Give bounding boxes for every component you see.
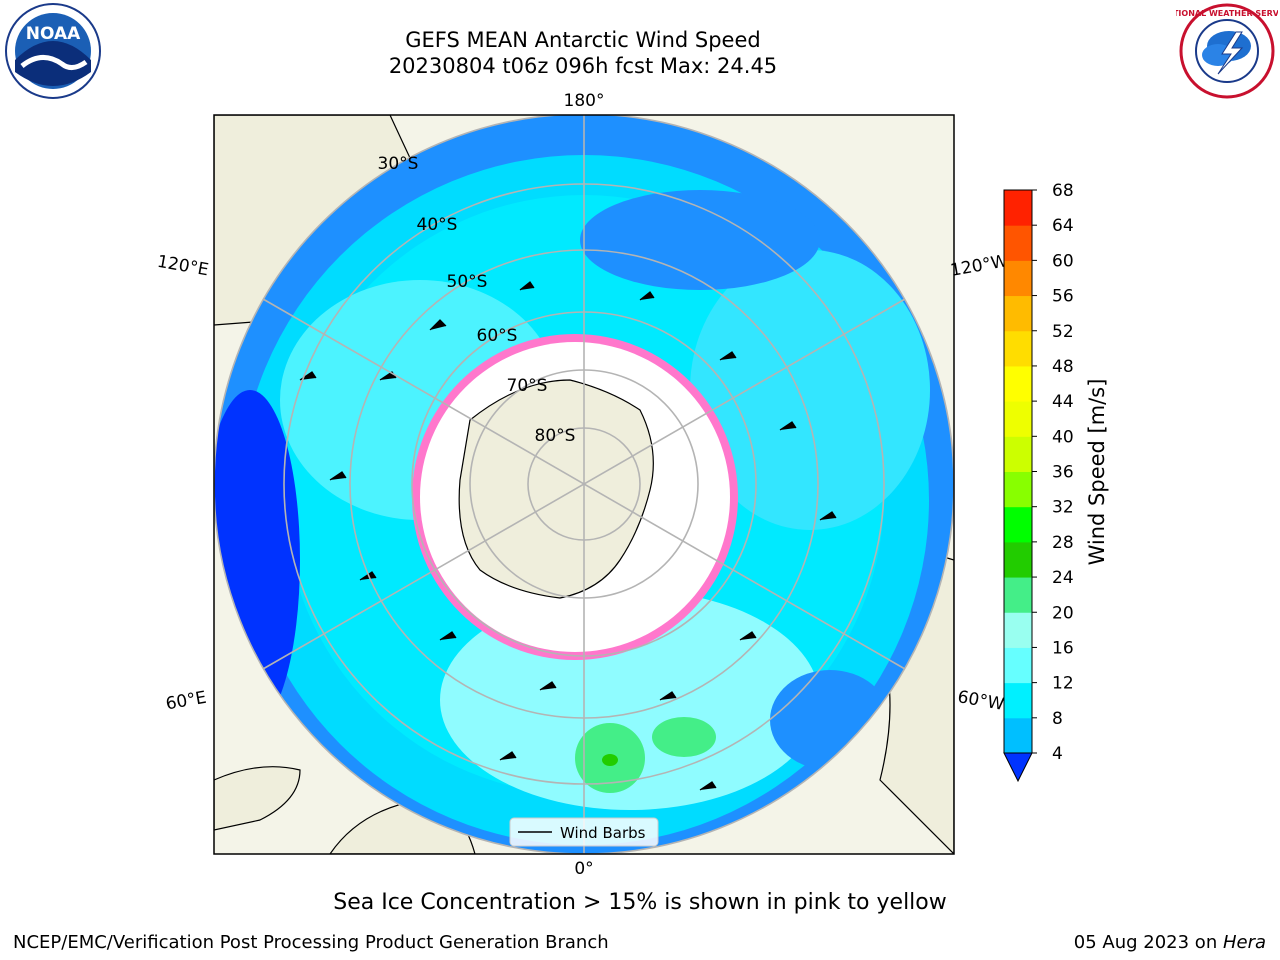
colorbar-tick-label: 44 [1052, 392, 1074, 412]
lon-label-0: 0° [574, 859, 593, 879]
plot-subtitle: 20230804 t06z 096h fcst Max: 24.45 [388, 54, 778, 78]
colorbar-tick-label: 20 [1052, 603, 1074, 623]
colorbar-tick-label: 8 [1052, 709, 1063, 729]
map-border [213, 114, 955, 855]
wind-speed-field [214, 115, 954, 854]
graticule [214, 115, 954, 854]
colorbar-segment [1004, 612, 1032, 648]
footer-host: Hera [1222, 932, 1266, 953]
lon-label-60e: 60°E [164, 688, 208, 715]
colorbar-tick-label: 24 [1052, 568, 1074, 588]
colorbar-segment [1004, 330, 1032, 367]
noaa-logo-text: NOAA [26, 24, 81, 44]
colorbar-tick-label: 16 [1052, 638, 1074, 658]
nws-logo: NATIONAL WEATHER SERVICE [1176, 3, 1278, 99]
colorbar-tick-label: 12 [1052, 674, 1074, 694]
colorbar-segment [1004, 401, 1032, 437]
map-legend: Wind Barbs [509, 817, 659, 847]
footer-credit: NCEP/EMC/Verification Post Processing Pr… [13, 932, 609, 953]
lat-label-60s: 60°S [477, 326, 518, 346]
colorbar-segment [1004, 717, 1032, 754]
lat-label-80s: 80°S [535, 426, 576, 446]
colorbar-segment [1004, 471, 1032, 508]
footer-date-text: 05 Aug 2023 on [1073, 932, 1223, 953]
colorbar-label: Wind Speed [m/s] [1085, 379, 1109, 566]
colorbar-tick-label: 52 [1052, 322, 1074, 342]
colorbar-tick-label: 64 [1052, 216, 1074, 236]
sea-ice-note: Sea Ice Concentration > 15% is shown in … [333, 890, 947, 915]
colorbar-tick-label: 48 [1052, 357, 1074, 377]
colorbar-tick-label: 28 [1052, 533, 1074, 553]
colorbar-tick-label: 60 [1052, 251, 1074, 271]
colorbar-segment [1004, 436, 1032, 472]
colorbar-tick-label: 68 [1052, 181, 1074, 201]
colorbar-segment [1004, 506, 1032, 543]
madagascar-landmass [214, 766, 301, 831]
meridian-60e-120w [262, 298, 906, 670]
colorbar-segment [1004, 541, 1032, 578]
colorbar-tick-label: 36 [1052, 463, 1074, 483]
lon-label-180: 180° [564, 91, 605, 111]
legend-label: Wind Barbs [560, 824, 646, 842]
colorbar-segment [1004, 647, 1032, 684]
colorbar-tick-label: 56 [1052, 287, 1074, 307]
antarctica-landmass [458, 379, 654, 599]
lon-label-120w: 120°W [949, 251, 1010, 281]
plot-title: GEFS MEAN Antarctic Wind Speed [405, 28, 761, 52]
nws-logo-text: NATIONAL WEATHER SERVICE [1176, 9, 1278, 18]
colorbar-segment [1004, 682, 1032, 719]
noaa-logo: NOAA [5, 3, 101, 99]
lat-label-30s: 30°S [378, 154, 419, 174]
colorbar-segment [1004, 365, 1032, 402]
colorbar-segment [1004, 225, 1032, 261]
footer-date: 05 Aug 2023 on Hera [1074, 932, 1266, 953]
colorbar-segment [1004, 577, 1032, 613]
colorbar-segment [1004, 295, 1032, 332]
colorbar-extend-triangle [1003, 752, 1033, 783]
colorbar-tick-label: 40 [1052, 427, 1074, 447]
map-frame-content [214, 115, 954, 854]
colorbar-segment [1004, 190, 1032, 226]
lat-label-40s: 40°S [417, 215, 458, 235]
lat-label-70s: 70°S [507, 376, 548, 396]
lon-label-60w: 60°W [956, 687, 1006, 715]
lat-label-50s: 50°S [447, 272, 488, 292]
colorbar-tick-label: 4 [1052, 744, 1063, 764]
colorbar-segment [1004, 260, 1032, 297]
lon-label-120e: 120°E [156, 252, 210, 281]
colorbar-tick-label: 32 [1052, 498, 1074, 518]
